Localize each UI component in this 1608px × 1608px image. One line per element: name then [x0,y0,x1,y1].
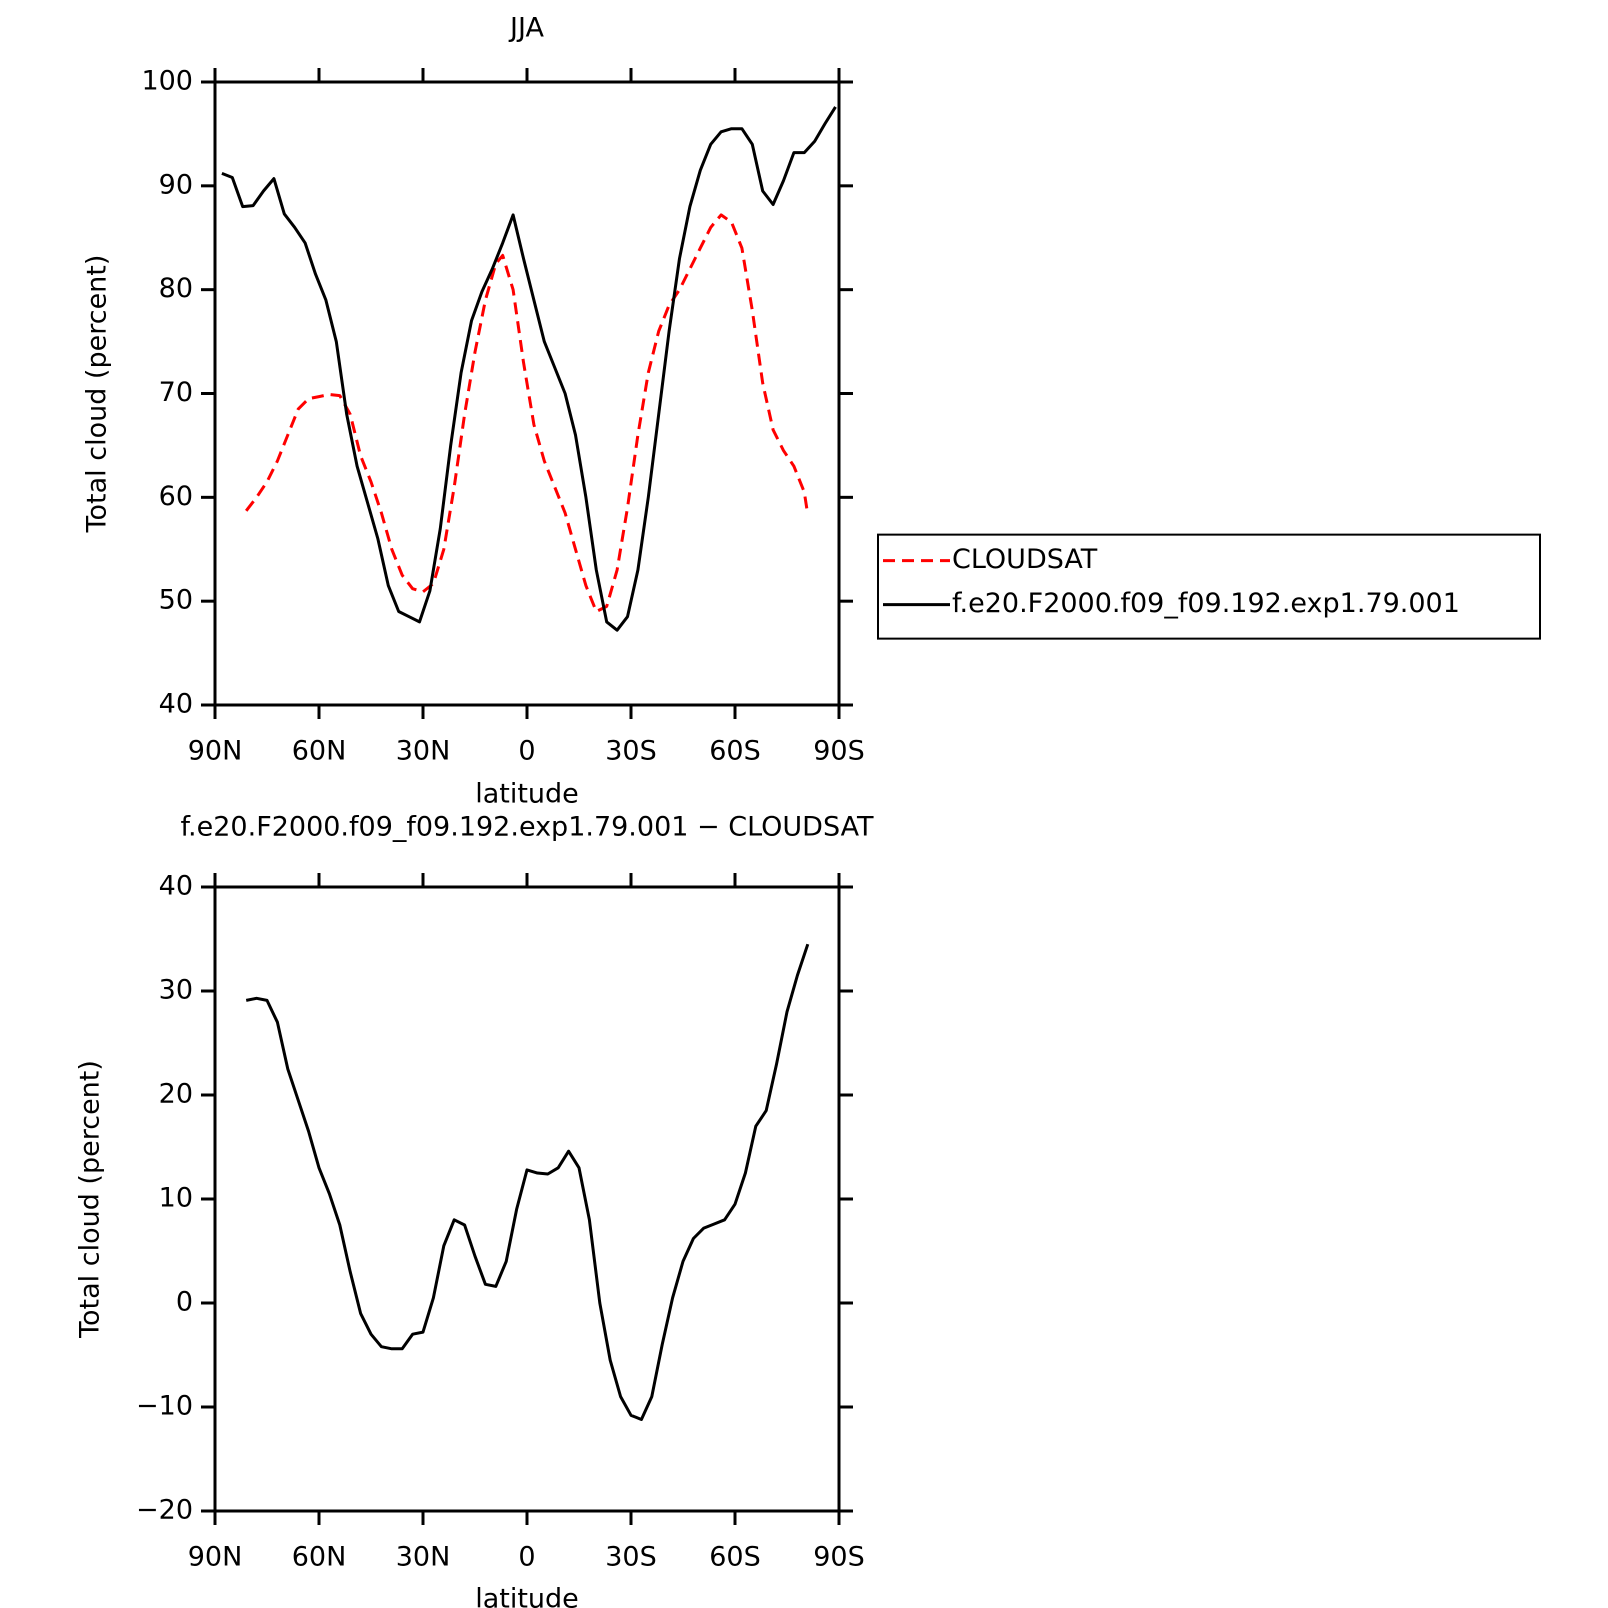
x-tick-label: 30N [396,1542,451,1573]
legend-label: CLOUDSAT [952,544,1098,575]
data-line [245,943,810,1421]
x-axis-label: latitude [475,1584,579,1608]
x-tick-label: 60N [292,736,347,767]
y-tick-label: −20 [136,1495,193,1526]
x-tick-label: 30N [396,736,451,767]
y-tick-label: 100 [141,66,193,97]
plot-frame [213,885,841,1513]
x-tick-label: 90N [188,736,243,767]
y-tick-label: 40 [159,689,193,720]
y-axis-label: Total cloud (percent) [82,255,113,534]
y-tick-label: 20 [159,1079,193,1110]
x-tick-label: 60S [709,1542,761,1573]
chart-title: f.e20.F2000.f09_f09.192.exp1.79.001 − CL… [181,812,874,843]
x-tick-label: 90S [813,736,865,767]
x-tick-label: 90S [813,1542,865,1573]
y-tick-label: 70 [159,377,193,408]
y-tick-label: 30 [159,975,193,1006]
chart-title: JJA [508,13,544,44]
y-axis-label: Total cloud (percent) [75,1060,106,1339]
x-tick-label: 30S [605,1542,657,1573]
y-tick-label: 50 [159,585,193,616]
legend-box [877,533,1541,640]
y-tick-label: 80 [159,273,193,304]
y-tick-label: 60 [159,481,193,512]
x-tick-label: 60N [292,1542,347,1573]
y-tick-label: −10 [136,1391,193,1422]
x-tick-label: 60S [709,736,761,767]
data-line [221,106,837,632]
x-tick-label: 30S [605,736,657,767]
plot-frame [213,80,841,707]
y-tick-label: 0 [176,1287,193,1318]
x-tick-label: 0 [518,1542,535,1573]
x-tick-label: 90N [188,1542,243,1573]
y-tick-label: 40 [159,871,193,902]
legend-label: f.e20.F2000.f09_f09.192.exp1.79.001 [952,588,1460,619]
x-axis-label: latitude [475,779,579,810]
data-line [245,213,810,613]
y-tick-label: 10 [159,1183,193,1214]
y-tick-label: 90 [159,169,193,200]
x-tick-label: 0 [518,736,535,767]
